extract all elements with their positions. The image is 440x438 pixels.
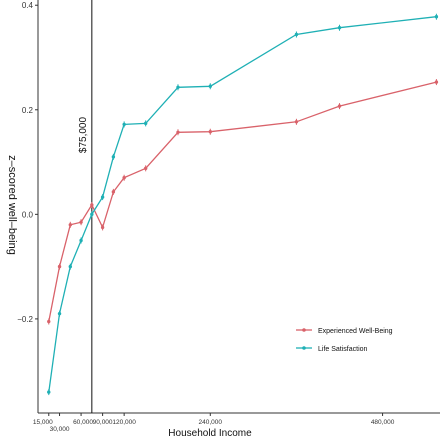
data-point bbox=[57, 311, 62, 316]
y-tick-label: 0.0 bbox=[22, 210, 34, 219]
series-line bbox=[48, 81, 437, 322]
data-point bbox=[337, 104, 342, 108]
series-life-satisfaction bbox=[47, 13, 439, 396]
data-point bbox=[434, 15, 439, 19]
data-point bbox=[90, 212, 94, 217]
x-tick-label: 480,000 bbox=[371, 419, 395, 426]
data-point bbox=[208, 84, 212, 88]
data-point bbox=[176, 85, 180, 90]
data-point bbox=[100, 225, 105, 230]
data-point bbox=[68, 264, 73, 269]
data-point bbox=[79, 238, 83, 243]
legend-label: Experienced Well-Being bbox=[318, 328, 393, 335]
legend: Experienced Well-Being Life Satisfaction bbox=[296, 328, 393, 353]
data-point bbox=[100, 195, 105, 199]
series bbox=[47, 13, 439, 396]
data-point bbox=[79, 220, 83, 224]
legend-key-point bbox=[302, 346, 306, 350]
data-point bbox=[47, 319, 51, 324]
data-point bbox=[143, 166, 148, 171]
y-tick-label: −0.2 bbox=[17, 315, 33, 324]
data-point bbox=[208, 130, 212, 134]
y-tick-label: 0.2 bbox=[22, 106, 34, 115]
data-point bbox=[337, 26, 342, 30]
x-tick-label: 240,000 bbox=[199, 419, 223, 426]
reference-line-label: $75,000 bbox=[78, 116, 89, 153]
data-point bbox=[122, 176, 126, 180]
reference-line: $75,000 bbox=[78, 0, 93, 413]
series-line bbox=[48, 16, 437, 393]
x-tick-label: 15,000 bbox=[33, 419, 53, 426]
data-point bbox=[57, 264, 62, 269]
data-point bbox=[294, 32, 299, 37]
axes bbox=[37, 0, 440, 414]
data-point bbox=[434, 80, 439, 84]
series-experienced-well-being bbox=[47, 79, 439, 325]
data-point bbox=[47, 390, 51, 394]
y-ticks: −0.2 0.0 0.2 0.4 bbox=[17, 1, 38, 324]
y-tick-label: 0.4 bbox=[22, 1, 34, 10]
x-axis-title: Household Income bbox=[168, 428, 252, 438]
legend-key-point bbox=[302, 328, 306, 332]
data-point bbox=[111, 155, 116, 159]
data-point bbox=[111, 190, 116, 194]
data-point bbox=[176, 130, 180, 134]
data-point bbox=[143, 121, 148, 126]
x-tick-label: 60,000 bbox=[73, 419, 93, 426]
data-point bbox=[294, 120, 299, 124]
legend-label: Life Satisfaction bbox=[318, 346, 368, 353]
x-tick-label: 30,000 bbox=[50, 426, 70, 433]
data-point bbox=[122, 122, 126, 127]
x-tick-label: 120,000 bbox=[112, 419, 136, 426]
data-point bbox=[90, 203, 94, 207]
y-axis-title: z–scored well–being bbox=[6, 155, 18, 255]
x-tick-label: 90,000 bbox=[93, 419, 113, 426]
data-point bbox=[68, 223, 73, 227]
